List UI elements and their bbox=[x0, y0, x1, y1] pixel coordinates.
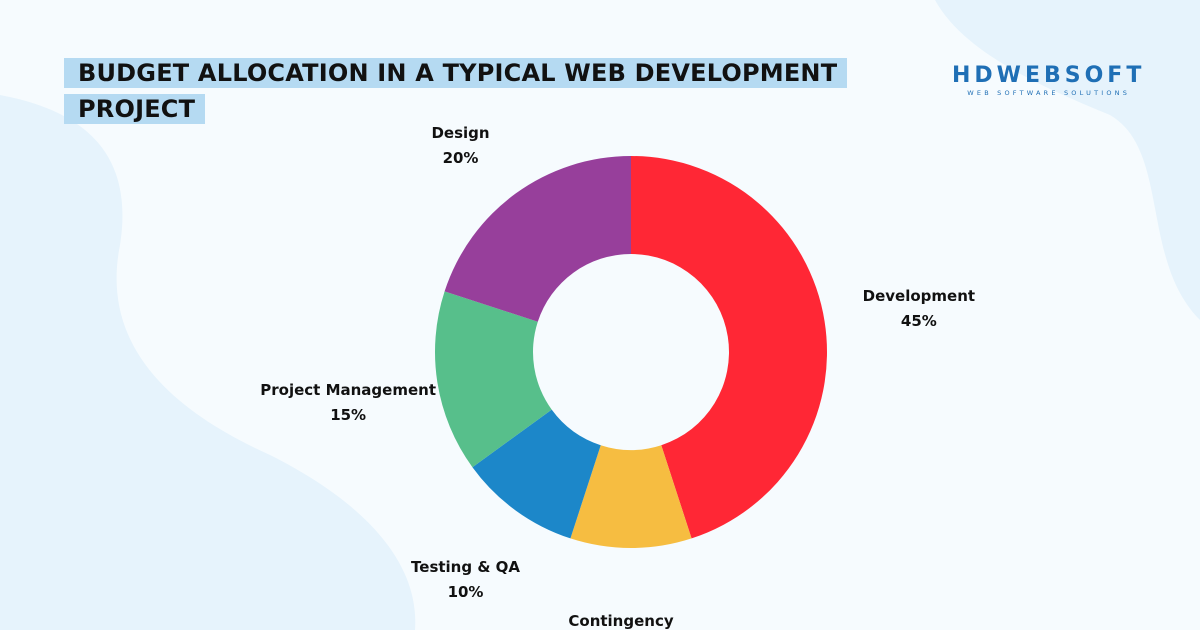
chart-title: BUDGET ALLOCATION IN A TYPICAL WEB DEVEL… bbox=[64, 58, 848, 130]
slice-development bbox=[631, 156, 827, 539]
slice-design bbox=[444, 156, 631, 322]
label-project-management: Project Management bbox=[260, 381, 436, 399]
value-label-project-management: 15% bbox=[330, 406, 366, 424]
logo-tagline: WEB SOFTWARE SOLUTIONS bbox=[967, 89, 1131, 97]
background-blob-right bbox=[935, 0, 1200, 320]
chart-title-line-1: BUDGET ALLOCATION IN A TYPICAL WEB DEVEL… bbox=[64, 58, 848, 88]
slice-testing-and-qa bbox=[472, 409, 601, 539]
company-logo: HDWEBSOFT WEB SOFTWARE SOLUTIONS bbox=[952, 63, 1146, 98]
chart-title-line-2: PROJECT bbox=[64, 94, 206, 124]
label-testing-and-qa: Testing & QA bbox=[411, 558, 520, 576]
label-design: Design bbox=[431, 124, 489, 142]
slice-contingency bbox=[570, 445, 692, 548]
label-development: Development bbox=[863, 287, 975, 305]
value-label-design: 20% bbox=[443, 149, 479, 167]
slice-project-management bbox=[435, 291, 552, 468]
label-contingency: Contingency bbox=[568, 612, 673, 630]
value-label-development: 45% bbox=[901, 312, 937, 330]
value-label-testing-and-qa: 10% bbox=[448, 583, 484, 601]
logo-name: HDWEBSOFT bbox=[952, 63, 1146, 88]
background-blob-left bbox=[0, 95, 416, 630]
